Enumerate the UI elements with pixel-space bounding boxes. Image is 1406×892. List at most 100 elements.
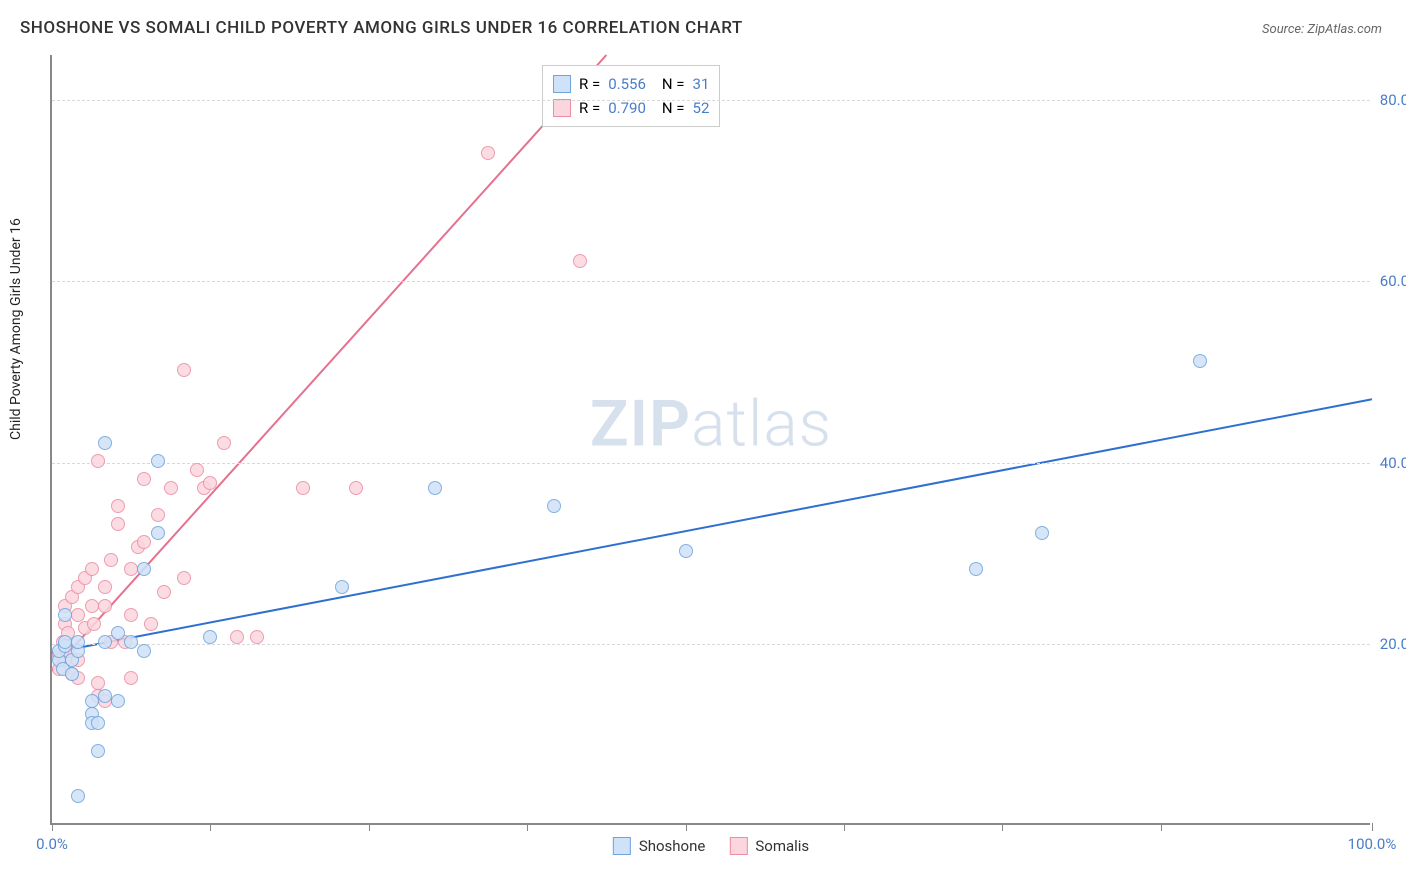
x-tick — [369, 823, 370, 831]
scatter-point-somalis — [157, 585, 171, 599]
scatter-point-shoshone — [58, 635, 72, 649]
scatter-point-somalis — [124, 562, 138, 576]
scatter-point-shoshone — [969, 562, 983, 576]
y-tick-label: 40.0% — [1374, 454, 1406, 472]
scatter-point-somalis — [137, 535, 151, 549]
y-tick-label: 20.0% — [1374, 635, 1406, 653]
r-value-shoshone: 0.556 — [608, 72, 646, 96]
x-tick — [52, 823, 53, 831]
scatter-point-shoshone — [124, 635, 138, 649]
scatter-point-shoshone — [547, 499, 561, 513]
scatter-point-shoshone — [111, 694, 125, 708]
scatter-point-shoshone — [1193, 354, 1207, 368]
scatter-point-somalis — [217, 436, 231, 450]
scatter-point-somalis — [85, 599, 99, 613]
scatter-point-shoshone — [71, 789, 85, 803]
scatter-point-somalis — [349, 481, 363, 495]
y-tick-label: 80.0% — [1374, 91, 1406, 109]
scatter-point-somalis — [177, 571, 191, 585]
r-label: R = — [579, 72, 600, 96]
scatter-point-shoshone — [151, 526, 165, 540]
scatter-point-somalis — [151, 508, 165, 522]
scatter-point-somalis — [91, 676, 105, 690]
scatter-point-somalis — [111, 517, 125, 531]
watermark-atlas: atlas — [691, 386, 832, 461]
gridline — [52, 644, 1370, 645]
scatter-point-somalis — [481, 146, 495, 160]
x-tick — [686, 823, 687, 831]
scatter-point-somalis — [87, 617, 101, 631]
x-tick — [844, 823, 845, 831]
scatter-point-shoshone — [58, 608, 72, 622]
legend-stats: R = 0.556 N = 31 R = 0.790 N = 52 — [542, 65, 720, 127]
scatter-point-somalis — [71, 608, 85, 622]
scatter-point-shoshone — [91, 716, 105, 730]
chart-title: SHOSHONE VS SOMALI CHILD POVERTY AMONG G… — [20, 18, 743, 38]
n-value-shoshone: 31 — [693, 72, 710, 96]
y-axis-label: Child Poverty Among Girls Under 16 — [8, 218, 24, 440]
scatter-point-shoshone — [428, 481, 442, 495]
scatter-point-somalis — [230, 630, 244, 644]
scatter-point-shoshone — [1035, 526, 1049, 540]
gridline — [52, 281, 1370, 282]
scatter-point-somalis — [190, 463, 204, 477]
scatter-point-shoshone — [98, 436, 112, 450]
legend-label-somalis: Somalis — [755, 837, 809, 855]
scatter-point-somalis — [111, 499, 125, 513]
x-tick-label: 100.0% — [1348, 835, 1397, 853]
scatter-point-shoshone — [98, 689, 112, 703]
x-tick — [1372, 823, 1373, 831]
gridline — [52, 463, 1370, 464]
scatter-point-somalis — [91, 454, 105, 468]
scatter-point-somalis — [124, 671, 138, 685]
chart-container: SHOSHONE VS SOMALI CHILD POVERTY AMONG G… — [0, 0, 1406, 892]
x-tick — [210, 823, 211, 831]
legend-swatch-somalis — [729, 837, 747, 855]
watermark-zip: ZIP — [590, 386, 691, 461]
watermark: ZIPatlas — [590, 386, 832, 461]
scatter-point-shoshone — [679, 544, 693, 558]
scatter-point-somalis — [296, 481, 310, 495]
scatter-point-somalis — [124, 608, 138, 622]
scatter-point-somalis — [250, 630, 264, 644]
scatter-point-shoshone — [85, 694, 99, 708]
scatter-point-somalis — [104, 553, 118, 567]
scatter-point-shoshone — [203, 630, 217, 644]
scatter-point-somalis — [164, 481, 178, 495]
x-tick — [527, 823, 528, 831]
x-tick — [1002, 823, 1003, 831]
legend-swatch-somalis — [553, 99, 571, 117]
gridline — [52, 100, 1370, 101]
scatter-point-somalis — [144, 617, 158, 631]
scatter-point-shoshone — [111, 626, 125, 640]
legend-item-somalis: Somalis — [729, 837, 809, 855]
scatter-point-somalis — [177, 363, 191, 377]
scatter-point-shoshone — [151, 454, 165, 468]
scatter-point-shoshone — [91, 744, 105, 758]
scatter-point-somalis — [98, 580, 112, 594]
chart-source: Source: ZipAtlas.com — [1262, 22, 1382, 37]
legend-stats-row-shoshone: R = 0.556 N = 31 — [553, 72, 709, 96]
legend-series: Shoshone Somalis — [613, 837, 809, 855]
scatter-point-shoshone — [98, 635, 112, 649]
trend-lines — [52, 55, 1370, 823]
legend-item-shoshone: Shoshone — [613, 837, 706, 855]
legend-label-shoshone: Shoshone — [639, 837, 706, 855]
x-tick — [1161, 823, 1162, 831]
scatter-point-shoshone — [335, 580, 349, 594]
scatter-point-somalis — [203, 476, 217, 490]
scatter-point-shoshone — [71, 635, 85, 649]
x-tick-label: 0.0% — [36, 835, 68, 853]
y-tick-label: 60.0% — [1374, 272, 1406, 290]
legend-swatch-shoshone — [553, 75, 571, 93]
plot-area: ZIPatlas R = 0.556 N = 31 R = 0.790 N = … — [50, 55, 1370, 825]
scatter-point-somalis — [137, 472, 151, 486]
legend-swatch-shoshone — [613, 837, 631, 855]
scatter-point-shoshone — [65, 667, 79, 681]
n-label: N = — [662, 72, 685, 96]
scatter-point-somalis — [98, 599, 112, 613]
scatter-point-somalis — [573, 254, 587, 268]
scatter-point-shoshone — [137, 644, 151, 658]
scatter-point-somalis — [85, 562, 99, 576]
scatter-point-shoshone — [137, 562, 151, 576]
